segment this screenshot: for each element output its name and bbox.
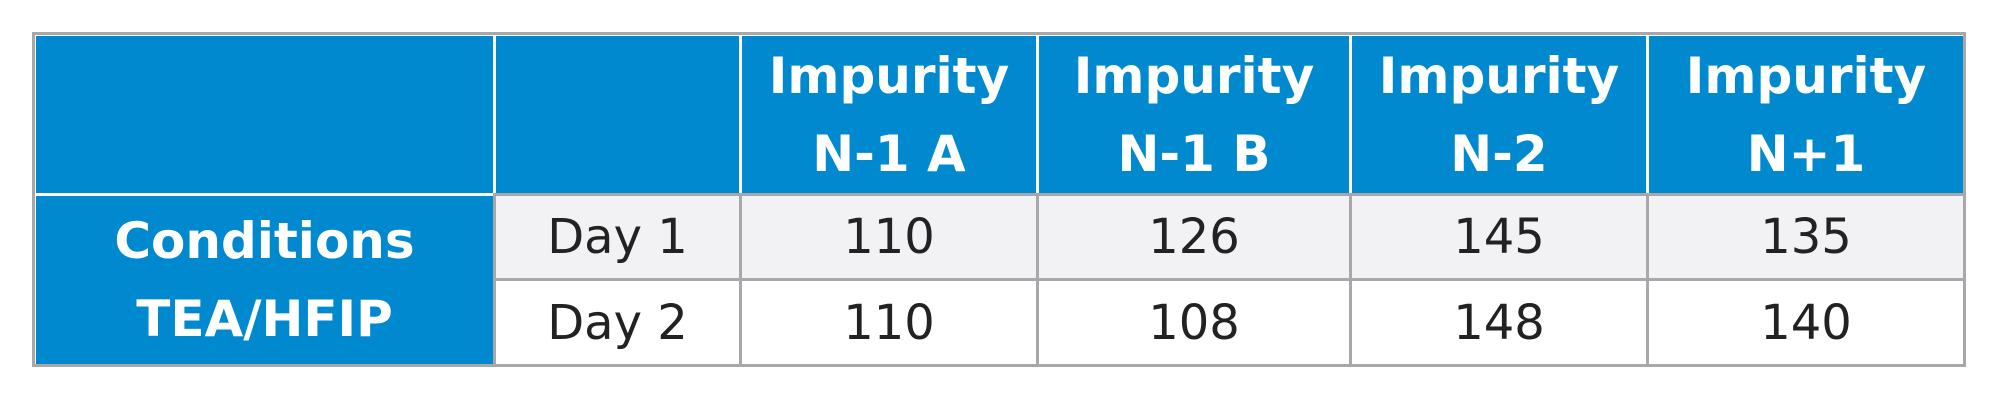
value-cell: 110: [739, 278, 1039, 367]
value-cell: 135: [1646, 193, 1966, 281]
value-cell: 108: [1036, 278, 1352, 367]
value-cell: 140: [1646, 278, 1966, 367]
value-cell: 145: [1349, 193, 1649, 281]
column-header: Impurity N+1: [1646, 33, 1966, 196]
header-blank: [493, 33, 742, 196]
column-header: Impurity N-2: [1349, 33, 1649, 196]
header-blank: [33, 33, 496, 196]
row-label: Day 1: [493, 193, 742, 281]
row-label: Day 2: [493, 278, 742, 367]
value-cell: 110: [739, 193, 1039, 281]
value-cell: 148: [1349, 278, 1649, 367]
value-cell: 126: [1036, 193, 1352, 281]
row-group-label: Conditions TEA/HFIP: [33, 193, 496, 367]
column-header: Impurity N-1 A: [739, 33, 1039, 196]
column-header: Impurity N-1 B: [1036, 33, 1352, 196]
